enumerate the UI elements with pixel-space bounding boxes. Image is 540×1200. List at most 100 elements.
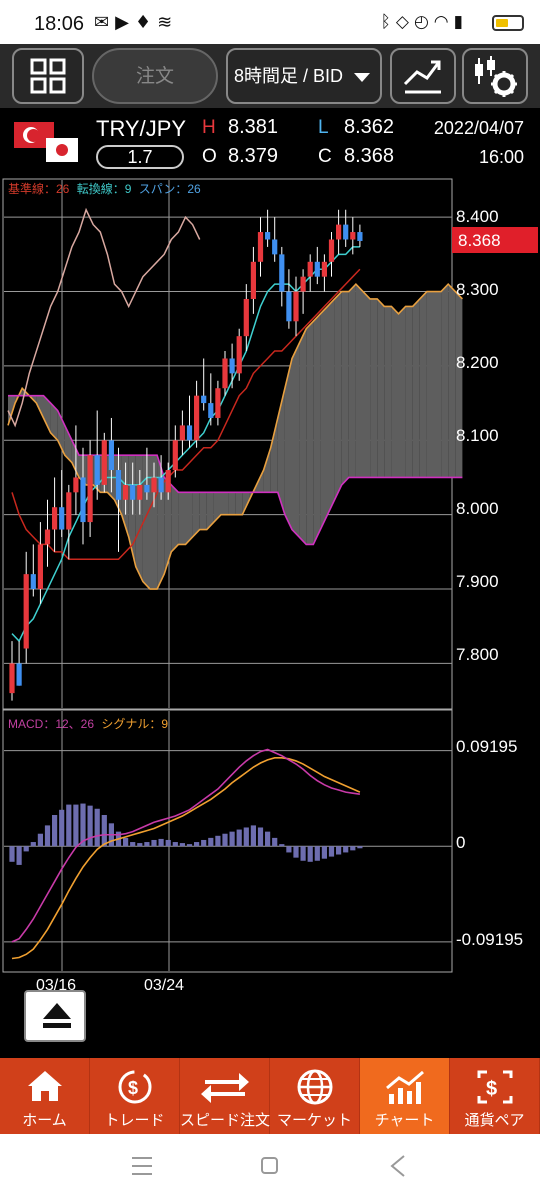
chart-canvas[interactable]: 基準線：26 転換線：9 スパン：26 8.400 8.300 8.200 8.… bbox=[0, 176, 540, 996]
macd-histogram-bar bbox=[130, 842, 136, 847]
candle-body bbox=[201, 395, 207, 404]
macd-histogram-bar bbox=[257, 827, 264, 847]
layout-button[interactable] bbox=[12, 48, 84, 104]
macd-histogram-bar bbox=[73, 804, 79, 847]
macd-histogram-bar bbox=[158, 838, 164, 847]
candle-body bbox=[23, 574, 29, 649]
macd-histogram-bar bbox=[179, 843, 185, 847]
quote-header: TRY/JPY 1.7 H 8.381 L 8.362 O 8.379 C 8.… bbox=[0, 108, 540, 176]
nav-item-trade[interactable]: $ トレード bbox=[90, 1058, 180, 1134]
candle-body bbox=[16, 663, 22, 686]
candle-body bbox=[44, 529, 51, 545]
back-icon[interactable] bbox=[390, 1155, 405, 1177]
currency-pair-icon: $ bbox=[477, 1070, 512, 1104]
ichimoku-cloud-segment bbox=[36, 395, 44, 418]
notification-icons: ✉▶♦≋ bbox=[94, 12, 178, 33]
macd-histogram-bar bbox=[23, 846, 29, 852]
nav-item-currency-pair[interactable]: $ 通貨ペア bbox=[450, 1058, 540, 1134]
candle-body bbox=[215, 388, 221, 418]
chart-area[interactable]: 基準線：26 転換線：9 スパン：26 8.400 8.300 8.200 8.… bbox=[0, 176, 540, 996]
high-label: H bbox=[202, 117, 216, 138]
order-button[interactable]: 注文 bbox=[92, 48, 218, 104]
candle-body bbox=[52, 507, 58, 530]
quote-time: 16:00 bbox=[478, 147, 524, 167]
ichimoku-cloud-segment bbox=[327, 298, 335, 515]
ichimoku-cloud-segment bbox=[192, 492, 200, 537]
ichimoku-cloud-segment bbox=[277, 388, 285, 515]
open-label: O bbox=[202, 146, 217, 167]
home-nav-icon[interactable] bbox=[261, 1157, 278, 1174]
wind-icon: ≋ bbox=[157, 12, 179, 33]
ichimoku-cloud-segment bbox=[50, 403, 58, 441]
macd-histogram-bar bbox=[52, 815, 58, 847]
macd-legend-macd: MACD：12、26 bbox=[8, 717, 94, 731]
candle-body bbox=[314, 261, 320, 277]
macd-histogram-bar bbox=[286, 846, 292, 853]
timeframe-label: 8時間足 / BID bbox=[234, 66, 344, 86]
macd-histogram-bar bbox=[123, 837, 129, 847]
candle-body bbox=[179, 425, 185, 441]
chevron-down-icon bbox=[354, 73, 370, 82]
collapse-panel-button[interactable] bbox=[24, 990, 86, 1042]
close-label: C bbox=[318, 146, 332, 167]
svg-text:$: $ bbox=[486, 1078, 497, 1100]
candle-body bbox=[186, 425, 193, 441]
candle-body bbox=[172, 440, 178, 471]
senkou-span-b-line bbox=[8, 394, 463, 546]
ichimoku-cloud-segment bbox=[284, 358, 292, 530]
nav-item-home[interactable]: ホーム bbox=[0, 1058, 90, 1134]
candle-body bbox=[165, 470, 171, 493]
ichimoku-cloud-segment bbox=[391, 306, 399, 478]
chart-icon bbox=[385, 1070, 424, 1104]
wifi-icon: ◠ bbox=[433, 12, 454, 32]
signal-line bbox=[11, 756, 361, 960]
quote-date: 2022/04/07 bbox=[433, 118, 524, 138]
ichimoku-cloud-segment bbox=[441, 284, 449, 478]
ichimoku-cloud-segment bbox=[348, 284, 356, 478]
macd-histogram-bar bbox=[59, 809, 65, 847]
macd-histogram-bar bbox=[336, 846, 342, 855]
candle-body bbox=[59, 507, 65, 530]
low-value: 8.362 bbox=[344, 116, 395, 138]
macd-histogram-bar bbox=[186, 844, 193, 847]
nav-item-market[interactable]: マーケット bbox=[270, 1058, 360, 1134]
candle-body bbox=[158, 477, 164, 493]
candle-body bbox=[307, 261, 313, 277]
nav-item-chart[interactable]: チャート bbox=[360, 1058, 450, 1134]
indicator-button[interactable] bbox=[390, 48, 456, 104]
candle-body bbox=[73, 477, 79, 493]
macd-histogram-bar bbox=[229, 831, 235, 847]
macd-histogram-bar bbox=[137, 843, 143, 847]
macd-histogram-bar bbox=[44, 825, 51, 847]
price-tick: 8.000 bbox=[456, 499, 499, 518]
settings-button[interactable] bbox=[462, 48, 528, 104]
recent-apps-icon[interactable] bbox=[132, 1157, 152, 1175]
macd-histogram-bar bbox=[307, 846, 313, 862]
nav-item-speed-order[interactable]: スピード注文 bbox=[180, 1058, 270, 1134]
candle-body bbox=[123, 484, 129, 500]
macd-line bbox=[11, 748, 361, 943]
candle-body bbox=[343, 224, 349, 240]
speed-order-icon bbox=[200, 1073, 249, 1103]
candle-body bbox=[250, 261, 256, 299]
price-tick: 7.800 bbox=[456, 645, 499, 664]
macd-histogram-bar bbox=[94, 808, 100, 847]
youtube-icon: ▶ bbox=[115, 12, 135, 33]
ichimoku-cloud-segment bbox=[64, 425, 72, 463]
macd-histogram-bar bbox=[80, 803, 86, 847]
x-date-label: 03/16 bbox=[36, 977, 76, 994]
candle-body bbox=[208, 403, 214, 418]
macd-histogram-bar bbox=[37, 833, 43, 847]
macd-histogram-bar bbox=[350, 846, 356, 851]
price-tick: 8.100 bbox=[456, 426, 499, 445]
macd-legend-signal: シグナル：9 bbox=[101, 717, 168, 731]
ichimoku-cloud-segment bbox=[398, 306, 406, 478]
price-tick: 7.900 bbox=[456, 572, 499, 591]
home-icon bbox=[27, 1071, 62, 1101]
timeframe-select[interactable]: 8時間足 / BID bbox=[226, 48, 382, 104]
chart-toolbar: 注文 8時間足 / BID bbox=[0, 44, 540, 108]
macd-histogram-bar bbox=[165, 839, 171, 847]
macd-histogram-bar bbox=[215, 835, 221, 847]
ichimoku-cloud-segment bbox=[221, 492, 229, 515]
low-label: L bbox=[318, 117, 329, 138]
